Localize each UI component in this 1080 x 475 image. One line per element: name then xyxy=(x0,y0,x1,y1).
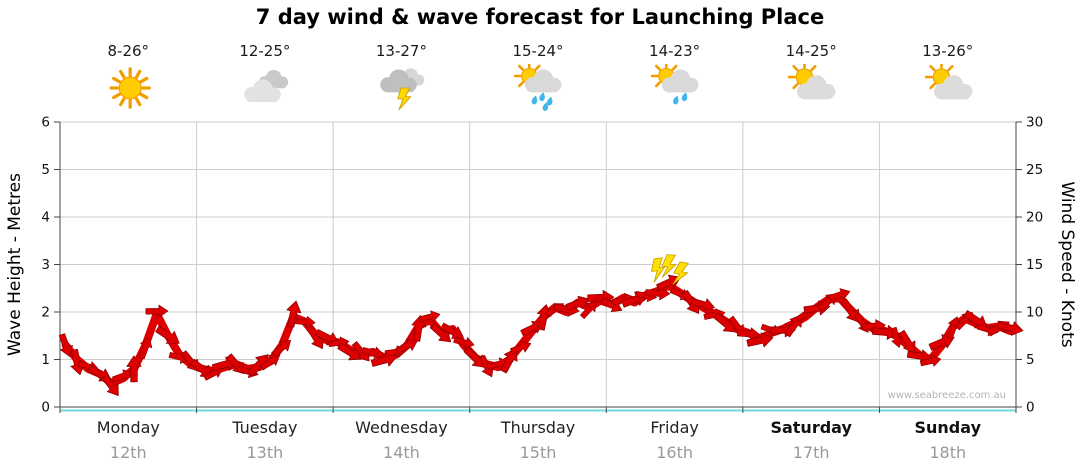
svg-text:20: 20 xyxy=(1026,210,1043,226)
day-date: 16th xyxy=(656,443,693,462)
weather-icon-thunderstorm xyxy=(333,62,470,114)
weather-icon-sun-rain xyxy=(606,62,743,114)
day-name: Monday xyxy=(96,418,160,437)
chart-title: 7 day wind & wave forecast for Launching… xyxy=(255,5,825,29)
svg-text:0: 0 xyxy=(1026,400,1035,416)
svg-text:10: 10 xyxy=(1026,305,1043,321)
day-temp: 15-24° xyxy=(512,42,564,60)
svg-text:5: 5 xyxy=(1026,352,1035,368)
day-name: Friday xyxy=(650,418,699,437)
day-name: Wednesday xyxy=(355,418,448,437)
svg-text:4: 4 xyxy=(41,210,50,226)
day-column-sunday: 13-26° xyxy=(879,40,1016,114)
day-label-sunday: Sunday 18th xyxy=(879,418,1016,462)
svg-text:1: 1 xyxy=(41,352,50,368)
day-column-friday: 14-23° xyxy=(606,40,743,114)
svg-text:Wind Speed - Knots: Wind Speed - Knots xyxy=(1057,181,1077,347)
weather-icon-partly-cloudy xyxy=(743,62,880,114)
day-column-tuesday: 12-25° xyxy=(197,40,334,114)
day-name: Saturday xyxy=(770,418,852,437)
day-date: 12th xyxy=(109,443,147,462)
svg-text:2: 2 xyxy=(41,305,50,321)
watermark: www.seabreeze.com.au xyxy=(887,390,1006,401)
day-column-wednesday: 13-27° xyxy=(333,40,470,114)
day-label-tuesday: Tuesday 13th xyxy=(197,418,334,462)
day-date: 18th xyxy=(929,443,967,462)
weather-icon-cloudy xyxy=(197,62,334,114)
day-column-saturday: 14-25° xyxy=(743,40,880,114)
day-column-monday: 8-26° xyxy=(60,40,197,114)
day-column-thursday: 15-24° xyxy=(470,40,607,114)
day-date: 17th xyxy=(792,443,830,462)
day-label-wednesday: Wednesday 14th xyxy=(333,418,470,462)
svg-text:5: 5 xyxy=(41,162,50,178)
weather-icon-partly-cloudy xyxy=(879,62,1016,114)
day-temp: 12-25° xyxy=(239,42,291,60)
day-date: 14th xyxy=(383,443,420,462)
day-name: Sunday xyxy=(914,418,982,437)
day-labels-row: Monday 12th Tuesday 13th Wednesday 14th Thursd… xyxy=(60,418,1016,462)
svg-text:30: 30 xyxy=(1026,115,1043,131)
svg-text:25: 25 xyxy=(1026,162,1043,178)
day-label-friday: Friday 16th xyxy=(606,418,743,462)
svg-text:3: 3 xyxy=(41,257,50,273)
day-date: 15th xyxy=(519,443,557,462)
day-label-thursday: Thursday 15th xyxy=(470,418,607,462)
day-label-monday: Monday 12th xyxy=(60,418,197,462)
weather-icon-sun-showers xyxy=(470,62,607,114)
day-temp: 14-25° xyxy=(785,42,837,60)
day-name: Thursday xyxy=(500,418,576,437)
day-date: 13th xyxy=(246,443,284,462)
day-temp: 14-23° xyxy=(649,42,701,60)
day-temp: 13-27° xyxy=(375,42,427,60)
daily-summary-row: 8-26° 12-25° 13-27° 15-24° 14-23° 14-25° 13-26… xyxy=(60,40,1016,114)
svg-text:15: 15 xyxy=(1026,257,1043,273)
day-label-saturday: Saturday 17th xyxy=(743,418,880,462)
day-temp: 8-26° xyxy=(107,42,150,60)
weather-icon-sunny xyxy=(60,62,197,114)
day-name: Tuesday xyxy=(232,418,298,437)
svg-text:6: 6 xyxy=(41,115,50,131)
svg-text:Wave Height - Metres: Wave Height - Metres xyxy=(5,173,25,356)
day-temp: 13-26° xyxy=(922,42,974,60)
svg-text:0: 0 xyxy=(41,400,50,416)
